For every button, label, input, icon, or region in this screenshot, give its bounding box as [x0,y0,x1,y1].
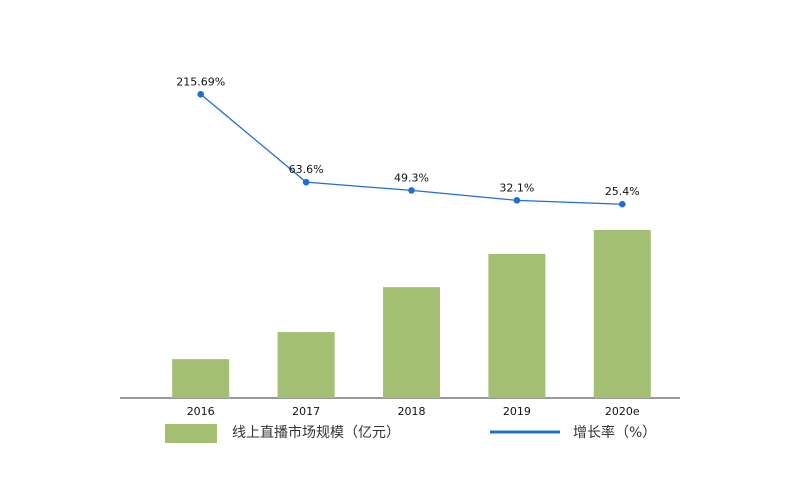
legend-label: 线上直播市场规模（亿元） [232,424,400,441]
data-label: 49.3% [394,171,429,184]
data-label: 32.1% [499,181,534,194]
x-tick-label: 2018 [398,405,426,418]
data-label: 215.69% [176,75,225,88]
bar [488,254,546,398]
point [619,200,626,208]
legend-swatch [165,424,217,443]
point [197,90,204,98]
bar [172,359,230,398]
point [302,178,310,186]
point [408,187,415,194]
x-tick-label: 2020e [605,405,640,418]
data-label: 63.6% [289,163,324,176]
data-label: 25.4% [605,185,640,198]
bar [593,230,651,398]
x-tick-label: 2019 [503,405,531,418]
bar [277,332,335,398]
bar [383,287,440,398]
legend-label: 增长率（%） [573,424,656,441]
x-tick-label: 2016 [187,405,215,418]
x-tick-label: 2017 [292,405,320,418]
point [513,197,521,204]
